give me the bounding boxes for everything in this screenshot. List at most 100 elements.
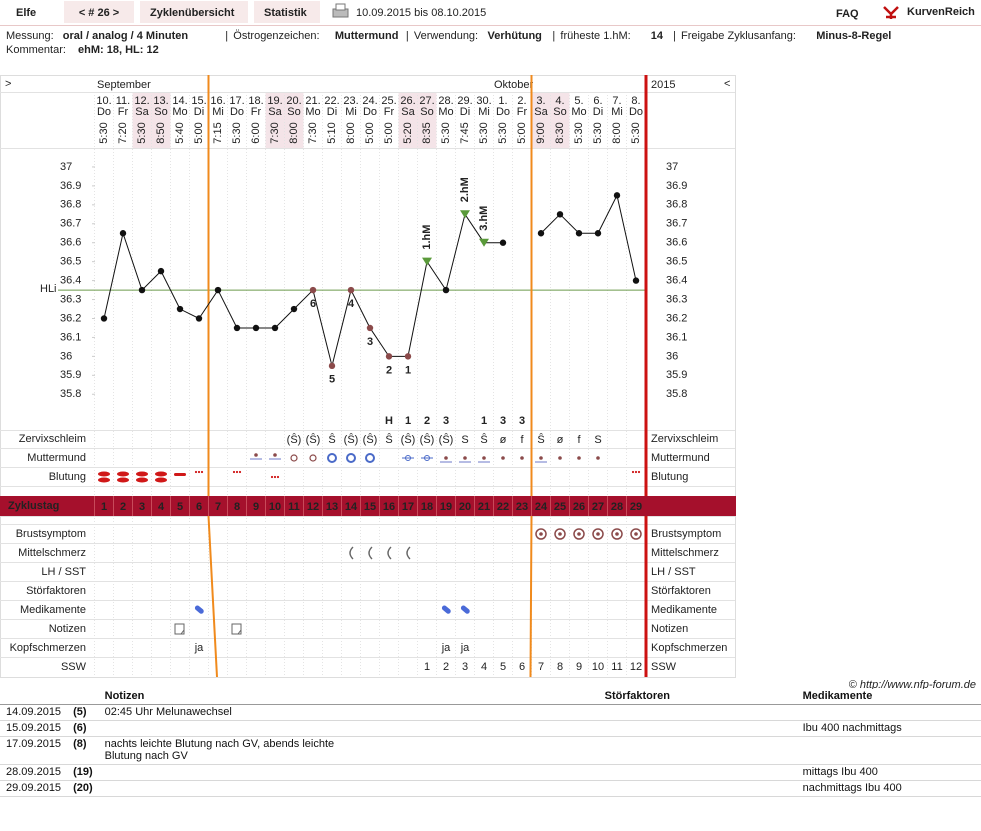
day-weekday: Mo [172, 106, 187, 118]
day-weekday: Di [327, 106, 337, 118]
day-date: 10. [96, 95, 111, 107]
info-label: früheste 1.hM: [560, 30, 630, 42]
cycle-day: 13 [326, 501, 338, 513]
day-weekday: Di [194, 106, 204, 118]
expand-toggle[interactable]: > [5, 78, 11, 90]
info-value: oral / analog / 4 Minuten [63, 30, 189, 42]
headache-mark: ja [441, 642, 451, 654]
cycle-day: 2 [120, 501, 126, 513]
measure-time: 8:00 [345, 122, 357, 143]
bleeding-icon [136, 477, 148, 483]
cycle-day: 22 [497, 501, 509, 513]
mucus-count: 3 [443, 415, 449, 427]
y-tick-label: 36.8 [60, 199, 81, 211]
y-tick-label: 36.6 [60, 237, 81, 249]
weekend-shade [417, 92, 437, 148]
day-date: 12. [134, 95, 149, 107]
day-weekday: Fr [251, 106, 262, 118]
spotting-icon [631, 470, 635, 474]
note-text: nachts leichte Blutung nach GV, abends l… [104, 738, 335, 762]
cervix-icon [346, 453, 356, 463]
pill-icon [460, 605, 470, 614]
ssw-number: 12 [630, 661, 642, 673]
row-label: Medikamente [651, 604, 717, 616]
y-tick-label: 36.4 [60, 275, 81, 287]
cycle-day: 23 [516, 501, 528, 513]
pain-icon [406, 546, 411, 560]
table-row: 14.09.2015 (5) 02:45 Uhr Melunawechsel [0, 704, 981, 721]
day-weekday: Mi [478, 106, 490, 118]
day-date: 20. [286, 95, 301, 107]
rank-label: 2 [386, 364, 392, 376]
day-date: 1. [498, 95, 507, 107]
day-weekday: Mo [438, 106, 453, 118]
spotting-icon [270, 475, 274, 479]
row-label: Muttermund [651, 452, 710, 464]
medication-text: mittags Ibu 400 [802, 766, 878, 778]
measure-time: 5:30 [630, 122, 642, 143]
notes-cell: 02:45 Uhr Melunawechsel [98, 704, 599, 721]
y-tick-label: 36.1 [666, 331, 687, 343]
cycle-day: 7 [215, 501, 221, 513]
row-cycle-day: (6) [67, 720, 99, 737]
nav-link[interactable]: Zyklenübersicht [150, 7, 235, 19]
ssw-number: 6 [519, 661, 525, 673]
row-label: Blutung [651, 471, 688, 483]
header-cell: Medikamente [796, 689, 981, 705]
day-date: 29. [457, 95, 472, 107]
y-tick-label: 36.1 [60, 331, 81, 343]
y-tick-label: 35.8 [666, 388, 687, 400]
medication-cell: nachmittags Ibu 400 [796, 780, 981, 797]
cervix-icon [539, 456, 543, 460]
measure-time: 7:45 [459, 122, 471, 143]
day-weekday: Mo [305, 106, 320, 118]
cycle-day: 14 [345, 501, 358, 513]
row-date: 14.09.2015 [0, 704, 68, 721]
day-weekday: Do [97, 106, 111, 118]
disturbance-cell [598, 704, 797, 721]
rank-label: 3 [367, 336, 373, 348]
spotting-icon [197, 470, 201, 474]
table-row: 15.09.2015 (6) Ibu 400 nachmittags [0, 720, 981, 737]
temperature-point [119, 230, 127, 237]
cycle-nav[interactable]: < # 26 > [79, 7, 119, 19]
day-date: 22. [324, 95, 339, 107]
y-tick-label: 36.7 [666, 218, 687, 230]
printer-paper [335, 3, 346, 11]
y-tick-label: 35.9 [60, 369, 81, 381]
row-cycle-day: (5) [67, 704, 99, 721]
disturbance-cell [598, 780, 797, 797]
temperature-line [103, 193, 637, 366]
weekend-shade [550, 92, 570, 148]
row-label: Störfaktoren [26, 585, 86, 597]
pill-icon [194, 605, 204, 614]
nav-link[interactable]: Statistik [264, 7, 308, 19]
hm-label: 2.hM [459, 177, 471, 202]
temperature-point [442, 286, 450, 294]
cervix-count: 3 [519, 415, 525, 427]
measure-time: 6:00 [250, 122, 262, 143]
cervix-icon [463, 456, 467, 460]
mucus-sign: f [577, 434, 581, 446]
day-weekday: So [154, 106, 167, 118]
cervix-icon [558, 456, 562, 460]
temperature-point [271, 324, 279, 332]
temperature-point [233, 324, 241, 332]
weekend-shade [151, 92, 171, 148]
y-tick-label: 36.7 [60, 218, 81, 230]
pain-icon [368, 546, 373, 560]
temperature-point [613, 192, 621, 199]
cycle-day: 6 [196, 501, 202, 513]
temperature-point [328, 362, 336, 370]
cervix-icon [254, 453, 258, 457]
mucus-sign: S [594, 434, 601, 446]
measure-time: 5:30 [440, 122, 452, 143]
info-label: Verwendung: [414, 30, 478, 42]
collapse-toggle[interactable]: < [724, 78, 730, 90]
day-date: 7. [612, 95, 621, 107]
faq-link[interactable]: FAQ [836, 8, 859, 20]
y-tick-label: 35.8 [60, 388, 81, 400]
header-cell [0, 689, 68, 705]
printer-icon[interactable] [332, 3, 349, 18]
